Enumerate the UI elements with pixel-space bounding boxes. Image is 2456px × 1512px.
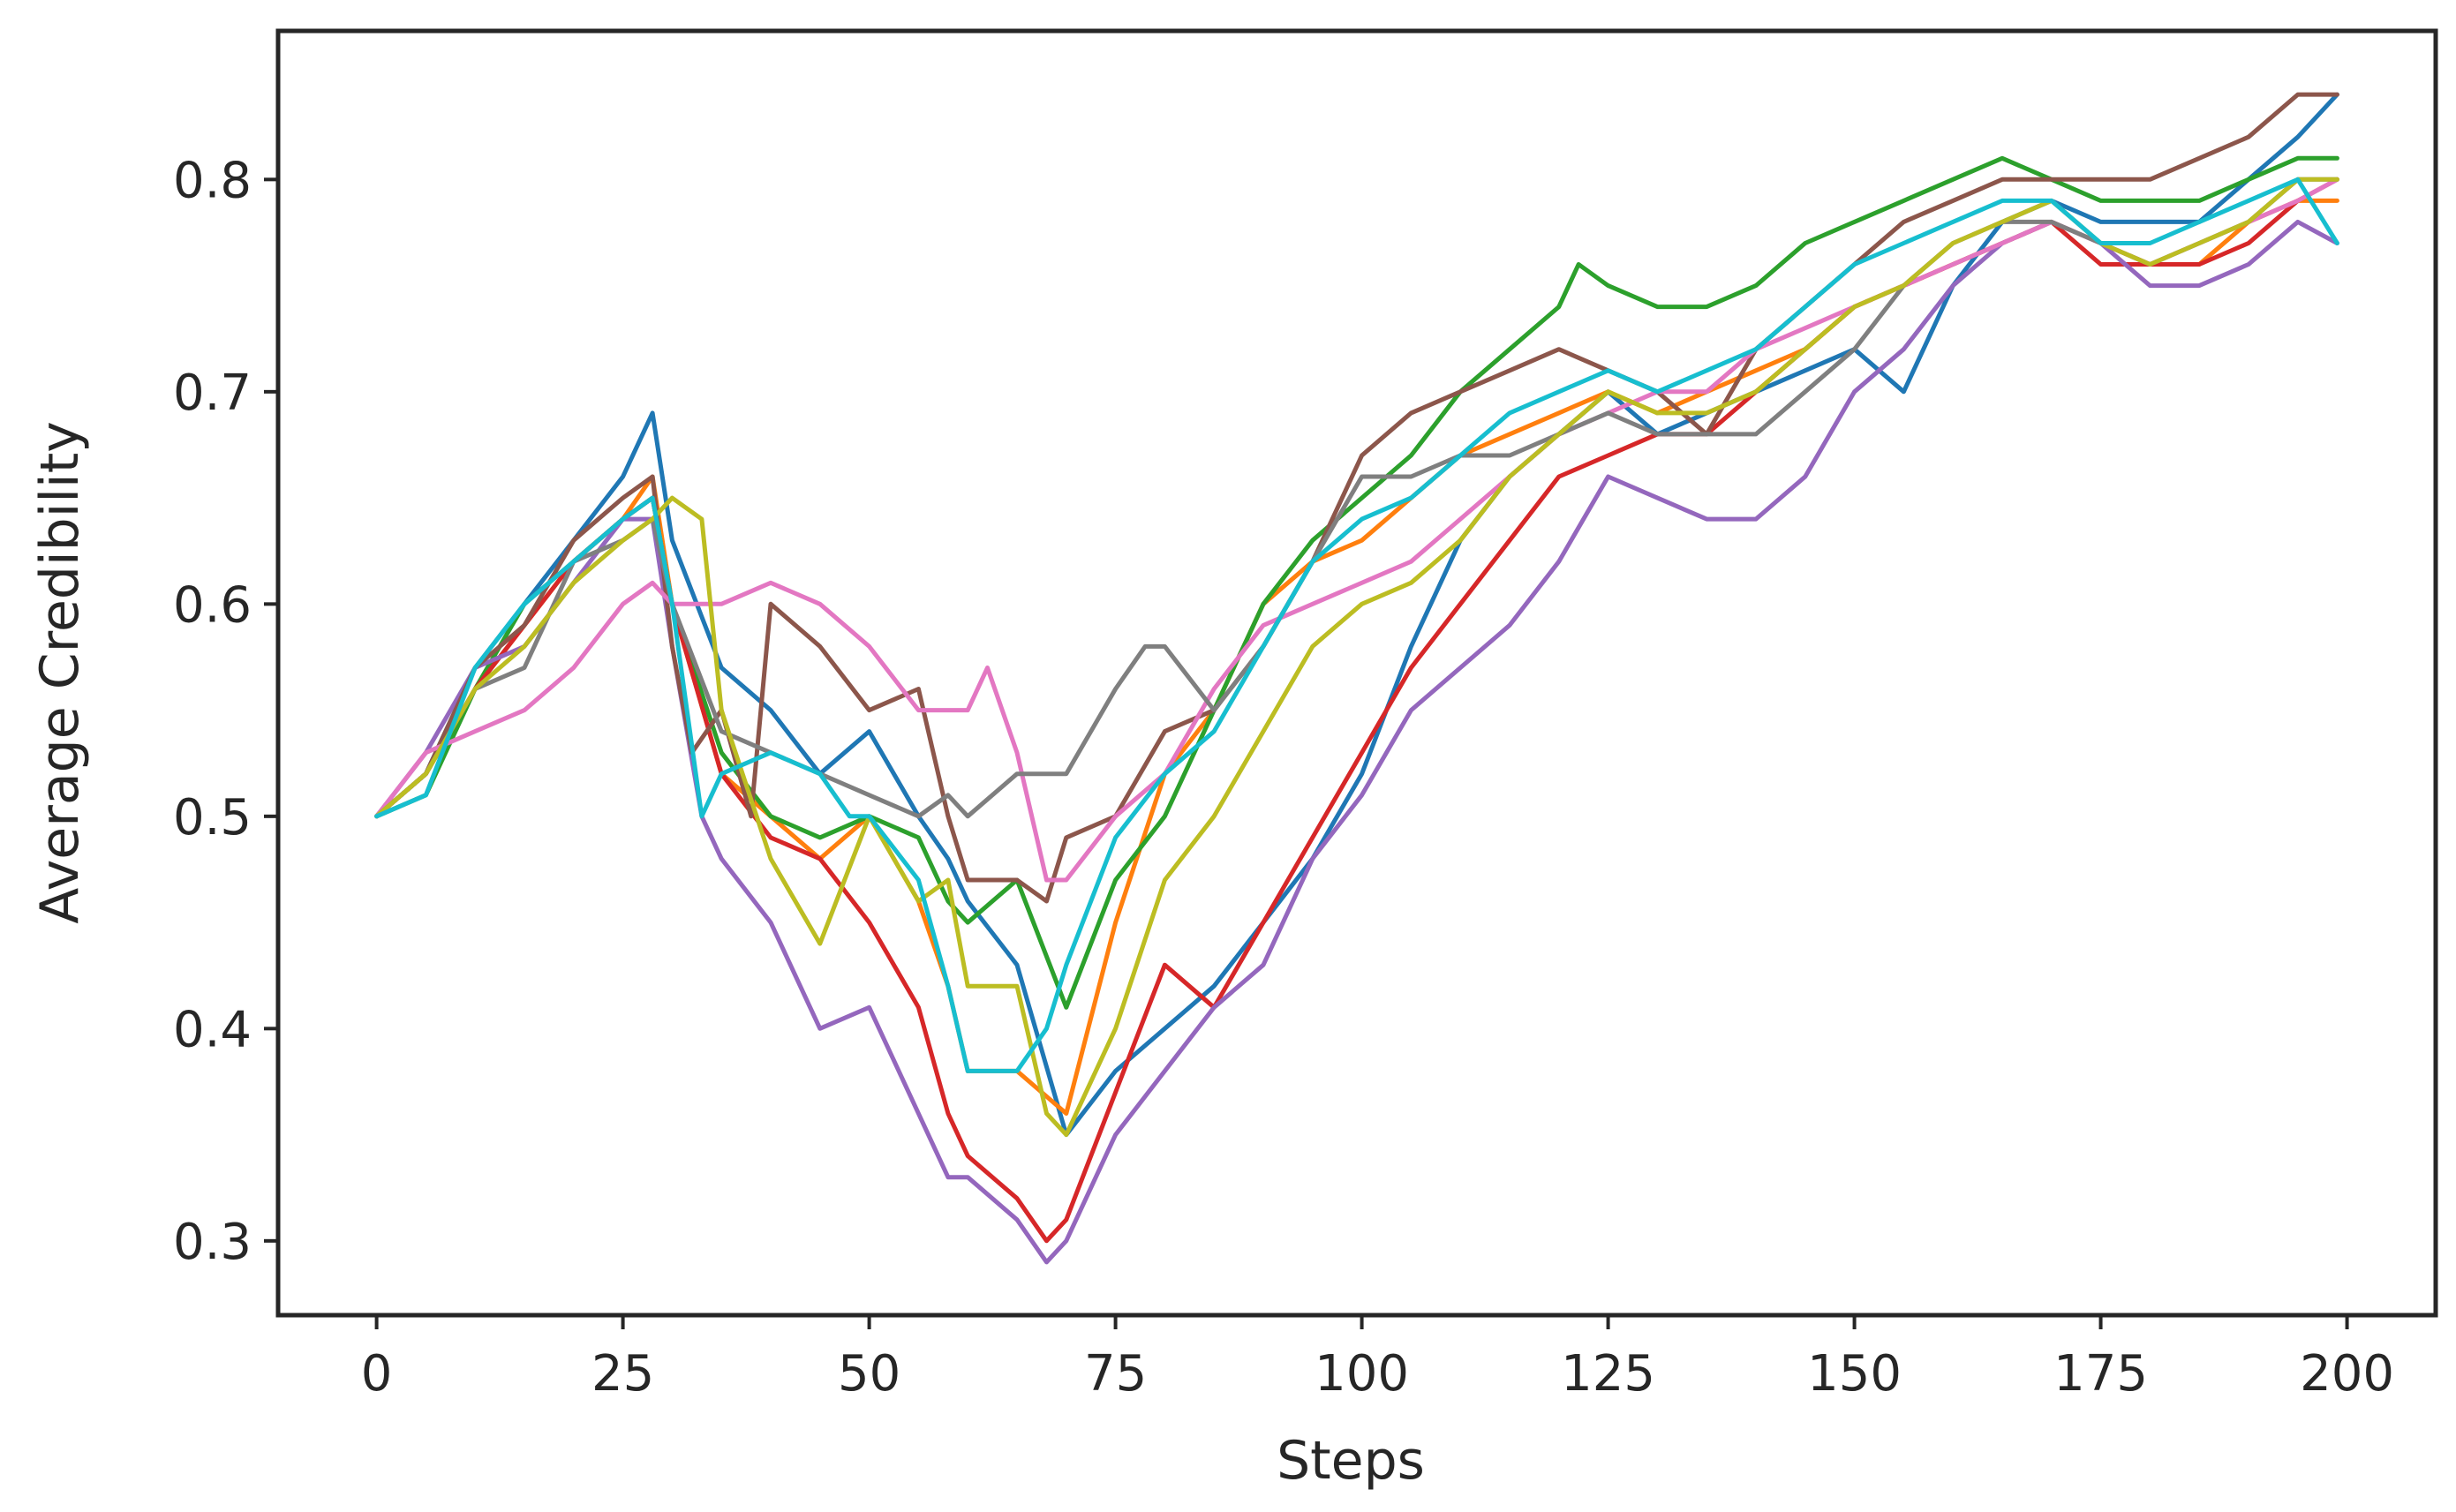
x-tick-label: 200: [2300, 1345, 2394, 1403]
y-tick-label: 0.5: [173, 789, 252, 846]
series-line-10: [374, 177, 2339, 1073]
x-tick-label: 0: [361, 1345, 393, 1403]
x-tick-label: 75: [1084, 1345, 1147, 1403]
y-axis-label: Average Credibility: [29, 421, 91, 924]
series-line-2: [374, 198, 2339, 1116]
x-tick-label: 50: [838, 1345, 900, 1403]
x-axis-label: Steps: [1277, 1430, 1425, 1492]
x-tick-label: 125: [1561, 1345, 1655, 1403]
series-line-7: [374, 177, 2339, 883]
y-tick-label: 0.6: [173, 576, 252, 634]
y-axis-ticks: 0.3 0.4 0.5 0.6 0.7 0.8: [173, 152, 278, 1271]
y-tick-label: 0.7: [173, 365, 252, 422]
series-layer: [374, 92, 2339, 1265]
series-line-5: [374, 219, 2339, 1265]
y-tick-label: 0.3: [173, 1214, 252, 1271]
series-line-9: [374, 177, 2339, 1138]
x-tick-label: 100: [1315, 1345, 1409, 1403]
x-tick-label: 25: [591, 1345, 654, 1403]
x-axis-ticks: 0 25 50 75 100 125 150 175 200: [361, 1315, 2394, 1403]
x-tick-label: 150: [1807, 1345, 1902, 1403]
plot-frame: [275, 28, 2438, 1318]
y-tick-label: 0.4: [173, 1001, 252, 1058]
x-tick-label: 175: [2053, 1345, 2148, 1403]
y-tick-label: 0.8: [173, 152, 252, 209]
series-line-4: [374, 177, 2339, 1244]
